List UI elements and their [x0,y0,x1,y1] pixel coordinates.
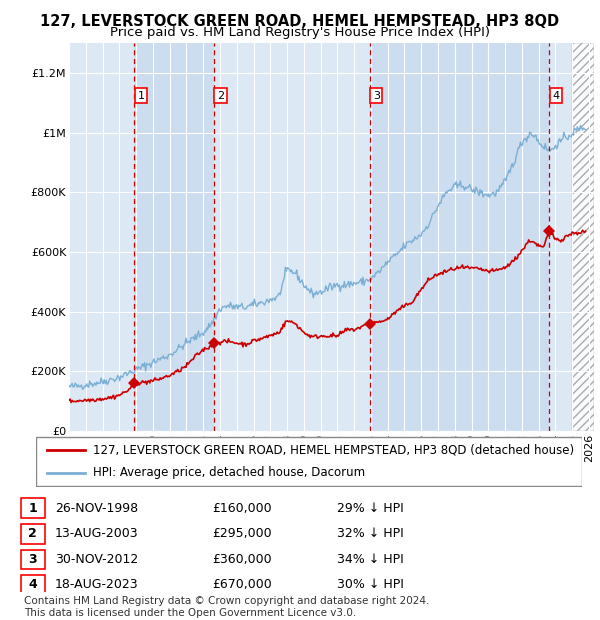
FancyBboxPatch shape [21,524,45,544]
Text: 127, LEVERSTOCK GREEN ROAD, HEMEL HEMPSTEAD, HP3 8QD (detached house): 127, LEVERSTOCK GREEN ROAD, HEMEL HEMPST… [94,443,574,456]
Text: 29% ↓ HPI: 29% ↓ HPI [337,502,404,515]
Text: 3: 3 [373,91,380,100]
Text: 4: 4 [553,91,560,100]
Bar [134,43,214,431]
Bar [370,43,549,431]
Text: 2: 2 [217,91,224,100]
Text: £670,000: £670,000 [212,578,272,591]
Text: £160,000: £160,000 [212,502,271,515]
Text: HPI: Average price, detached house, Dacorum: HPI: Average price, detached house, Daco… [94,466,365,479]
Text: 30-NOV-2012: 30-NOV-2012 [55,553,139,566]
Text: 1: 1 [28,502,37,515]
Text: 13-AUG-2003: 13-AUG-2003 [55,527,139,540]
Text: 18-AUG-2023: 18-AUG-2023 [55,578,139,591]
FancyBboxPatch shape [21,550,45,569]
Text: £360,000: £360,000 [212,553,271,566]
Text: 4: 4 [28,578,37,591]
Text: 34% ↓ HPI: 34% ↓ HPI [337,553,404,566]
Text: 1: 1 [138,91,145,100]
Text: 2: 2 [28,527,37,540]
Text: This data is licensed under the Open Government Licence v3.0.: This data is licensed under the Open Gov… [24,608,356,618]
FancyBboxPatch shape [21,575,45,595]
Text: Price paid vs. HM Land Registry's House Price Index (HPI): Price paid vs. HM Land Registry's House … [110,26,490,39]
Text: 32% ↓ HPI: 32% ↓ HPI [337,527,404,540]
Text: 30% ↓ HPI: 30% ↓ HPI [337,578,404,591]
Bar [572,43,594,431]
FancyBboxPatch shape [21,498,45,518]
Text: 127, LEVERSTOCK GREEN ROAD, HEMEL HEMPSTEAD, HP3 8QD: 127, LEVERSTOCK GREEN ROAD, HEMEL HEMPST… [40,14,560,29]
Text: £295,000: £295,000 [212,527,271,540]
Text: 3: 3 [29,553,37,566]
Bar [572,43,594,431]
Text: 26-NOV-1998: 26-NOV-1998 [55,502,138,515]
FancyBboxPatch shape [36,437,582,485]
Text: Contains HM Land Registry data © Crown copyright and database right 2024.: Contains HM Land Registry data © Crown c… [24,596,430,606]
